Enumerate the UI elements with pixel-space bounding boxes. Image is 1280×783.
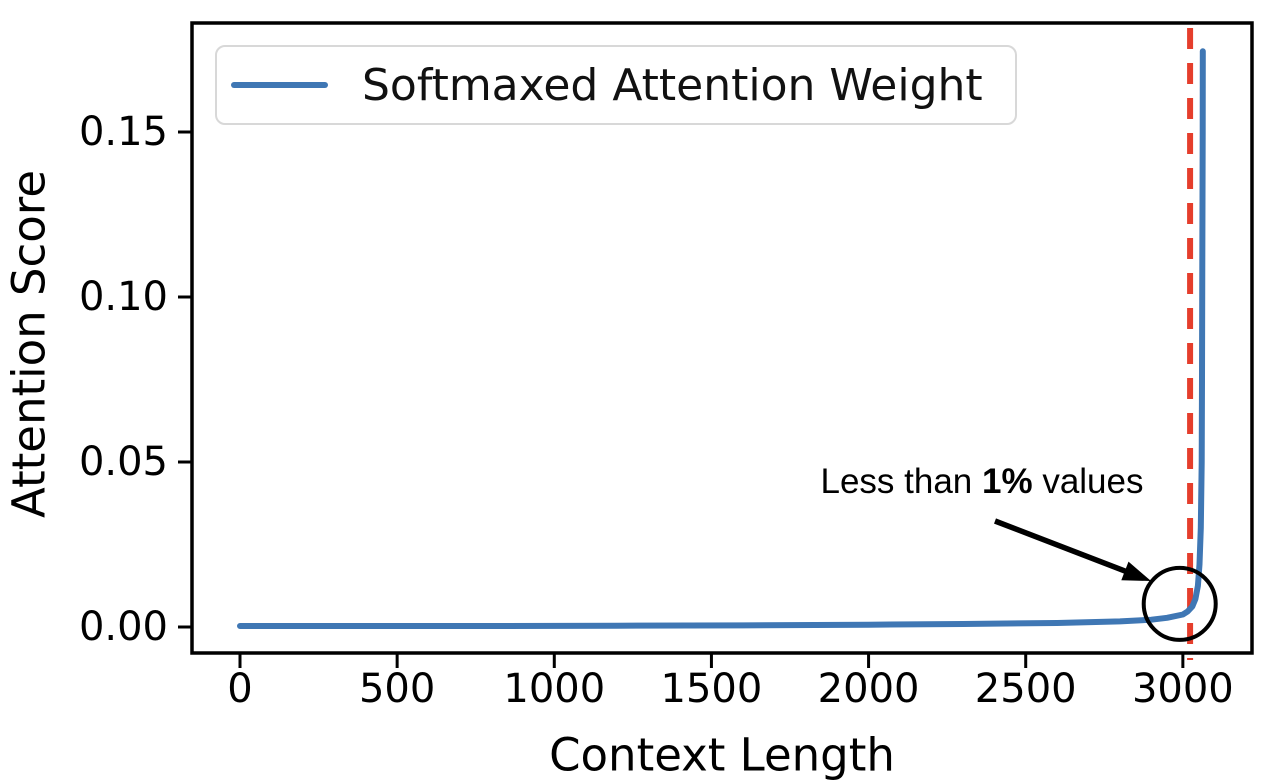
y-tick-label: 0.10 xyxy=(78,274,168,320)
x-tick-label: 2000 xyxy=(817,666,920,712)
legend-entry-label: Softmaxed Attention Weight xyxy=(362,59,983,111)
annotation-suffix: values xyxy=(1032,462,1144,501)
y-tick-label: 0.15 xyxy=(78,109,168,155)
legend: Softmaxed Attention Weight xyxy=(215,45,1017,125)
attention-weight-line xyxy=(237,48,1206,629)
annotation-bold-value: 1% xyxy=(982,462,1033,501)
y-axis-title: Attention Score xyxy=(2,169,56,519)
x-tick-label: 0 xyxy=(227,666,253,712)
x-tick-label: 500 xyxy=(358,666,436,712)
legend-line-swatch xyxy=(231,82,328,88)
x-tick-label: 1000 xyxy=(503,666,606,712)
x-tick-label: 1500 xyxy=(660,666,763,712)
x-tick-label: 2500 xyxy=(974,666,1077,712)
less-than-1pct-annotation: Less than 1% values xyxy=(821,462,1144,502)
x-axis-tick-marks xyxy=(238,653,1185,668)
arrow-head-icon xyxy=(1121,561,1151,581)
plot-area-border xyxy=(190,21,1254,655)
x-tick-label: 3000 xyxy=(1131,666,1234,712)
y-axis-tick-marks xyxy=(178,130,192,629)
x-axis-title: Context Length xyxy=(549,728,895,782)
annotation-arrow xyxy=(994,518,1151,581)
annotation-prefix: Less than xyxy=(820,462,982,501)
highlight-circle-annotation xyxy=(1141,565,1218,642)
y-tick-label: 0.05 xyxy=(78,439,168,485)
y-tick-label: 0.00 xyxy=(78,604,168,650)
arrow-shaft xyxy=(994,518,1130,575)
